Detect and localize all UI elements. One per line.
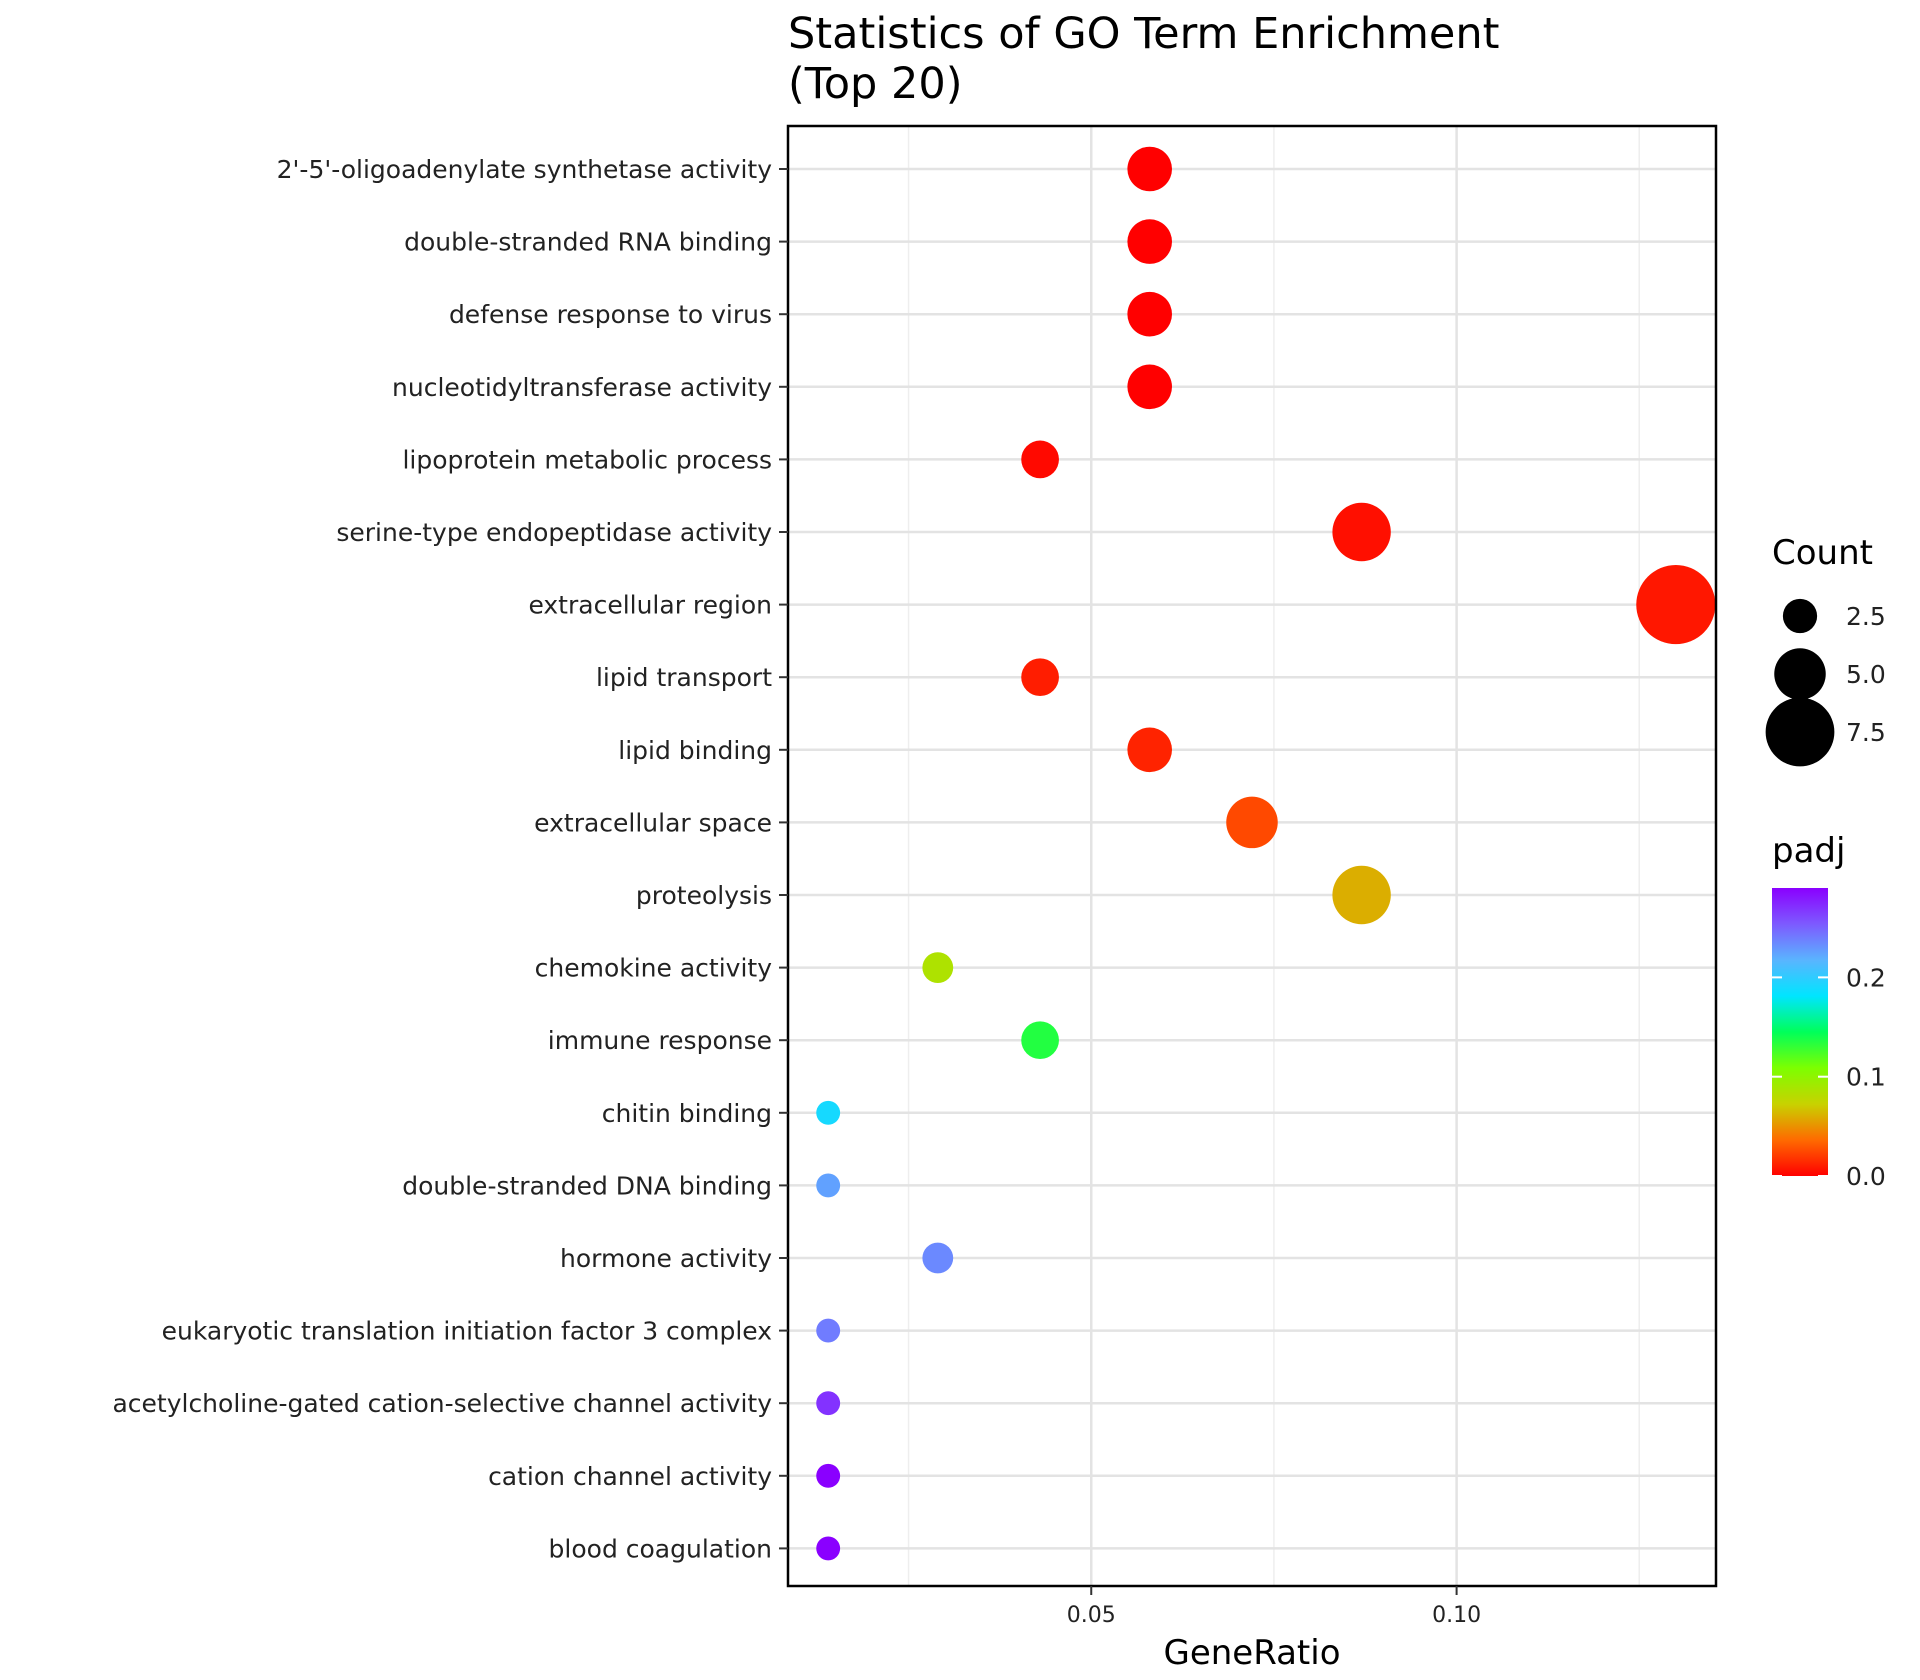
y-tick-label: lipid binding <box>618 736 772 765</box>
data-point <box>816 1536 841 1561</box>
y-tick-label: proteolysis <box>636 881 772 910</box>
y-tick-label: double-stranded RNA binding <box>404 228 772 257</box>
size-legend-key <box>1765 697 1835 767</box>
size-legend-label: 5.0 <box>1846 660 1886 689</box>
data-point <box>1021 1021 1059 1060</box>
size-legend-label: 7.5 <box>1846 718 1886 747</box>
count-size-legend: Count 2.5 5.0 7.5 <box>1765 533 1886 767</box>
y-tick-label: chemokine activity <box>535 954 773 983</box>
y-tick-label: double-stranded DNA binding <box>402 1171 772 1200</box>
data-point <box>1127 291 1173 337</box>
size-legend-key <box>1782 598 1818 634</box>
chart-title-line-2: (Top 20) <box>788 59 963 109</box>
data-point <box>816 1391 841 1416</box>
size-legend-key <box>1774 648 1826 700</box>
y-tick-label: eukaryotic translation initiation factor… <box>162 1317 772 1346</box>
padj-color-legend: padj 0.0 0.1 0.2 <box>1772 831 1886 1191</box>
data-point <box>1226 796 1278 849</box>
y-tick-label: lipoprotein metabolic process <box>402 445 772 474</box>
x-axis-ticks: 0.05 0.10 <box>1067 1586 1481 1628</box>
padj-colorbar <box>1772 888 1828 1176</box>
data-point <box>1021 658 1059 697</box>
colorbar-tick-label: 0.1 <box>1846 1063 1886 1092</box>
data-point <box>816 1173 841 1198</box>
y-tick-label: extracellular region <box>528 591 772 620</box>
chart-title: Statistics of GO Term Enrichment (Top 20… <box>788 9 1499 109</box>
data-point <box>1127 364 1173 410</box>
x-tick-label: 0.10 <box>1432 1603 1481 1628</box>
y-tick-label: blood coagulation <box>549 1534 772 1563</box>
size-legend-title: Count <box>1772 533 1873 573</box>
data-point <box>1127 146 1173 192</box>
y-tick-label: extracellular space <box>534 808 772 837</box>
y-tick-label: cation channel activity <box>488 1462 772 1491</box>
data-point <box>816 1100 841 1125</box>
data-point <box>816 1463 841 1488</box>
chart-title-line-1: Statistics of GO Term Enrichment <box>788 9 1499 59</box>
y-tick-label: lipid transport <box>596 663 772 692</box>
colorbar-tick-label: 0.2 <box>1846 963 1886 992</box>
data-point <box>1332 502 1391 562</box>
x-tick-label: 0.05 <box>1067 1603 1116 1628</box>
y-tick-label: hormone activity <box>560 1244 772 1273</box>
data-point <box>1332 865 1391 925</box>
color-legend-title: padj <box>1772 831 1845 871</box>
x-axis-label: GeneRatio <box>1163 1633 1340 1673</box>
y-tick-label: chitin binding <box>602 1099 772 1128</box>
data-point <box>1636 565 1716 645</box>
size-legend-label: 2.5 <box>1846 602 1886 631</box>
y-tick-label: immune response <box>548 1026 772 1055</box>
plot-panel-border <box>786 124 1718 1588</box>
data-points <box>816 146 1716 1561</box>
y-tick-label: nucleotidyltransferase activity <box>392 373 772 402</box>
colorbar-tick-label: 0.0 <box>1846 1162 1886 1191</box>
y-tick-label: serine-type endopeptidase activity <box>336 518 772 547</box>
data-point <box>1127 219 1173 264</box>
data-point <box>922 952 954 983</box>
y-tick-label: defense response to virus <box>449 300 772 329</box>
y-axis-ticks: 2'-5'-oligoadenylate synthetase activity… <box>112 155 788 1563</box>
data-point <box>1127 727 1173 773</box>
data-point <box>816 1318 841 1343</box>
data-point <box>1021 440 1059 479</box>
y-tick-label: acetylcholine-gated cation-selective cha… <box>112 1389 772 1418</box>
grid-lines <box>788 126 1716 1586</box>
data-point <box>922 1242 954 1274</box>
y-tick-label: 2'-5'-oligoadenylate synthetase activity <box>277 155 773 184</box>
